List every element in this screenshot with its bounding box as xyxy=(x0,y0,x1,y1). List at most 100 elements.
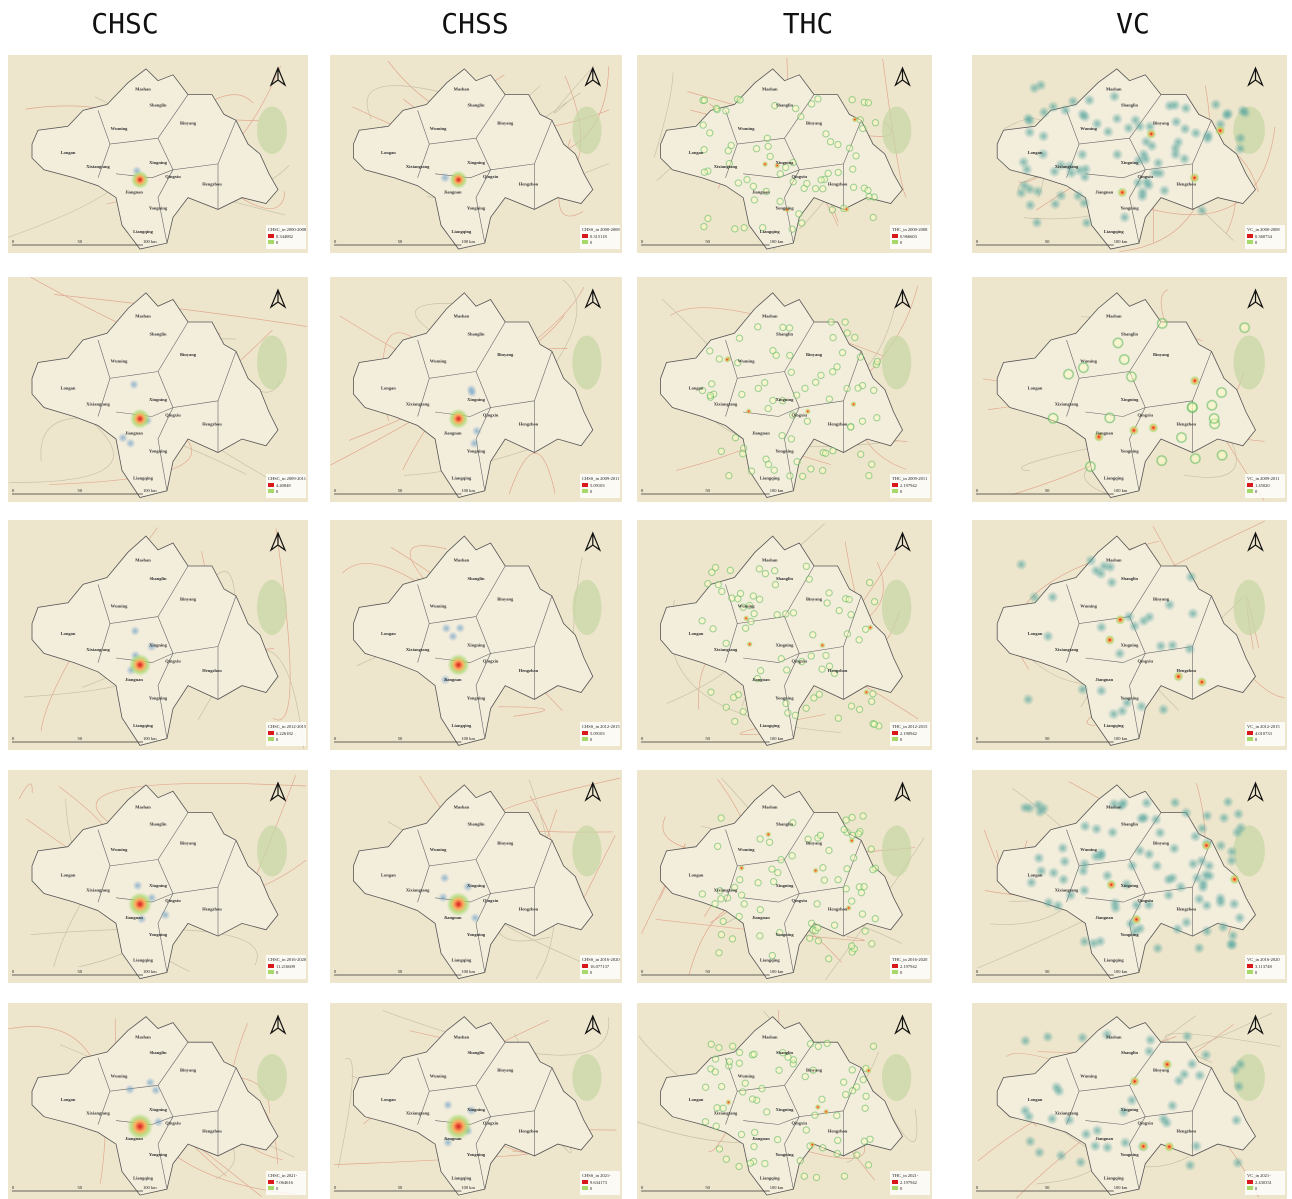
density xyxy=(807,465,815,473)
place-label: Xingning xyxy=(149,643,168,648)
green-area xyxy=(882,580,912,635)
density xyxy=(1184,643,1196,655)
density xyxy=(1239,322,1251,334)
density xyxy=(730,693,738,701)
density xyxy=(1019,1105,1031,1117)
place-label: Liangqing xyxy=(760,476,781,481)
density xyxy=(1222,796,1234,808)
density xyxy=(1189,453,1201,465)
place-label: Xingning xyxy=(149,883,168,888)
density xyxy=(761,379,769,387)
density xyxy=(1175,432,1187,444)
place-label: Xingning xyxy=(1121,643,1140,648)
legend-max: 0.360734 xyxy=(1255,234,1273,239)
place-label: Mashan xyxy=(1106,87,1122,92)
place-label: Binyang xyxy=(806,1068,823,1073)
density xyxy=(825,955,833,963)
map-grid: CHSCMashanShanglinWumingBinyangLonganXix… xyxy=(0,0,1292,1199)
density xyxy=(1143,611,1155,623)
place-label: Xingning xyxy=(776,397,795,402)
density xyxy=(764,405,772,413)
density xyxy=(1210,99,1222,111)
green-area xyxy=(257,1054,287,1101)
density xyxy=(1095,685,1107,697)
place-label: Longan xyxy=(381,631,396,636)
density xyxy=(725,472,733,480)
place-label: Yongning xyxy=(775,1152,794,1157)
density xyxy=(717,814,725,822)
density xyxy=(1055,1150,1067,1162)
density xyxy=(1031,217,1043,229)
density xyxy=(1161,1117,1173,1129)
place-label: Binyang xyxy=(497,1068,514,1073)
map-panel: MashanShanglinWumingBinyangLonganXixiang… xyxy=(330,55,622,253)
density xyxy=(754,384,762,392)
density xyxy=(818,665,826,673)
density xyxy=(1015,559,1027,571)
density xyxy=(865,193,873,201)
place-label: Xixiangtang xyxy=(714,1111,738,1116)
place-label: Yongning xyxy=(467,205,486,210)
place-label: Wuming xyxy=(111,847,128,852)
place-label: Jiangnan xyxy=(1095,190,1113,195)
density xyxy=(717,895,725,903)
legend-swatch-low xyxy=(582,240,588,244)
map-panel: MashanShanglinWumingBinyangLonganXixiang… xyxy=(972,55,1287,253)
density xyxy=(746,408,752,414)
density xyxy=(862,1092,870,1100)
density xyxy=(801,384,809,392)
legend-swatch-low xyxy=(892,489,898,493)
density xyxy=(840,1078,848,1086)
density xyxy=(834,876,842,884)
density xyxy=(869,213,877,221)
density xyxy=(777,856,785,864)
place-label: Jiangnan xyxy=(444,1136,462,1141)
density xyxy=(129,654,151,676)
green-area xyxy=(882,1054,912,1101)
density xyxy=(1173,672,1183,682)
density xyxy=(1170,116,1182,128)
place-label: Yongning xyxy=(775,932,794,937)
density xyxy=(859,1076,867,1084)
density xyxy=(856,705,864,713)
place-label: Hengzhou xyxy=(202,182,222,187)
place-label: Xixiangtang xyxy=(406,164,430,169)
place-label: Mashan xyxy=(454,87,470,92)
scale-label: 50 xyxy=(78,1185,83,1190)
density xyxy=(802,1126,810,1134)
place-label: Xixiangtang xyxy=(86,1111,110,1116)
place-label: Jiangnan xyxy=(1095,915,1113,920)
density xyxy=(787,435,795,443)
density xyxy=(764,142,772,150)
density xyxy=(806,934,814,942)
density xyxy=(819,1144,827,1152)
density xyxy=(1180,102,1192,114)
density xyxy=(812,185,820,193)
place-label: Wuming xyxy=(430,1073,447,1078)
place-label: Hengzhou xyxy=(1176,1128,1196,1133)
density xyxy=(841,318,849,326)
density xyxy=(1178,1068,1190,1080)
density xyxy=(833,1150,841,1158)
green-area xyxy=(882,106,912,154)
place-label: Xixiangtang xyxy=(406,1111,430,1116)
density xyxy=(1130,1076,1140,1086)
density xyxy=(761,1160,769,1168)
scale-label: 100 km xyxy=(1114,488,1128,493)
density xyxy=(1089,1140,1101,1152)
density xyxy=(1118,354,1130,366)
place-label: Yongning xyxy=(775,205,794,210)
legend-swatch-low xyxy=(1247,1186,1253,1190)
place-label: Mashan xyxy=(1106,1034,1122,1039)
density xyxy=(701,1118,709,1126)
place-label: Shanglin xyxy=(776,102,794,107)
place-label: Binyang xyxy=(180,841,197,846)
density xyxy=(738,390,746,398)
density xyxy=(805,575,813,583)
density xyxy=(1234,912,1246,924)
legend-title: CHSS_in 2021- xyxy=(582,1173,611,1178)
density xyxy=(791,711,799,719)
legend-swatch-high xyxy=(892,1180,898,1184)
density xyxy=(1184,1159,1196,1171)
density xyxy=(736,1048,744,1056)
